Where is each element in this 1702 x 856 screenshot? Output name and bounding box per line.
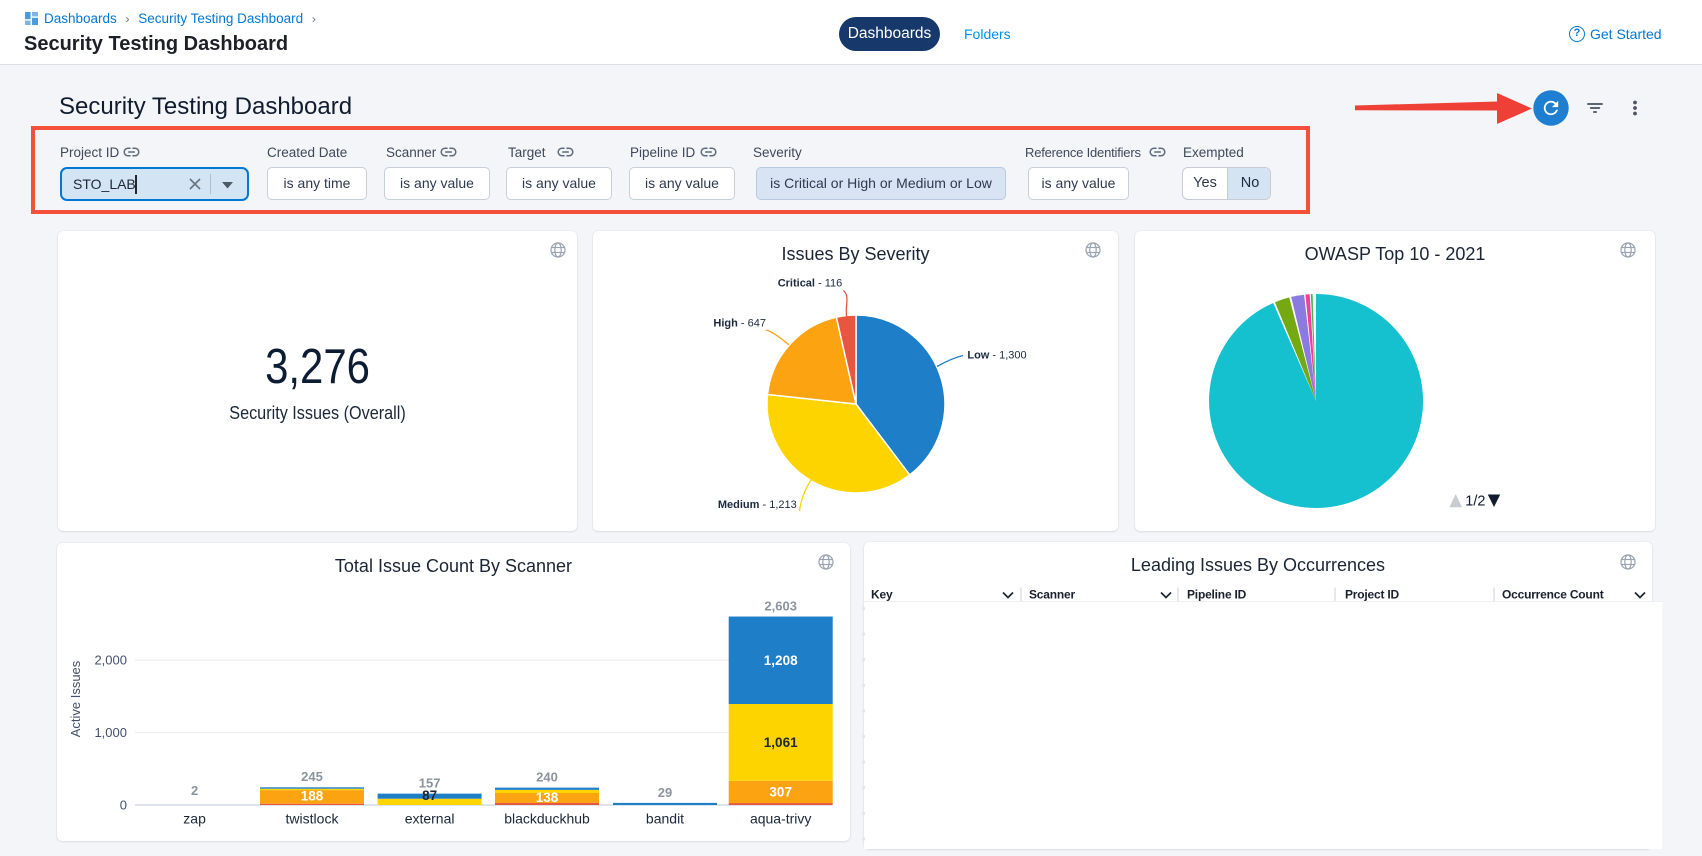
svg-text:1,061: 1,061 — [764, 735, 798, 750]
svg-text:138: 138 — [536, 790, 559, 805]
svg-text:bandit: bandit — [646, 811, 684, 827]
svg-text:240: 240 — [536, 770, 558, 785]
svg-text:1,000: 1,000 — [94, 725, 127, 740]
svg-text:2,603: 2,603 — [764, 599, 797, 614]
svg-text:blackduckhub: blackduckhub — [504, 811, 590, 827]
svg-text:Low - 1,300: Low - 1,300 — [967, 350, 1026, 362]
svg-text:0: 0 — [120, 798, 127, 813]
svg-text:Pipeline ID: Pipeline ID — [1187, 588, 1247, 602]
svg-text:aqua-trivy: aqua-trivy — [750, 811, 811, 827]
svg-text:twistlock: twistlock — [286, 811, 340, 827]
svg-text:Project ID: Project ID — [1345, 588, 1400, 602]
svg-text:High - 647: High - 647 — [713, 318, 766, 330]
svg-text:157: 157 — [419, 776, 441, 791]
svg-text:2,000: 2,000 — [94, 653, 127, 668]
svg-text:1,208: 1,208 — [764, 653, 798, 668]
svg-text:Scanner: Scanner — [1029, 588, 1075, 602]
svg-text:Critical - 116: Critical - 116 — [778, 277, 843, 289]
svg-text:Active Issues: Active Issues — [68, 660, 83, 737]
svg-text:zap: zap — [183, 811, 206, 827]
svg-text:1/2: 1/2 — [1465, 494, 1485, 510]
svg-text:2: 2 — [191, 783, 198, 798]
svg-text:307: 307 — [769, 785, 792, 800]
svg-text:external: external — [405, 811, 455, 827]
svg-text:188: 188 — [301, 789, 324, 804]
svg-text:Medium - 1,213: Medium - 1,213 — [718, 499, 797, 511]
svg-text:87: 87 — [422, 788, 437, 803]
svg-text:29: 29 — [658, 785, 672, 800]
svg-text:Key: Key — [871, 588, 893, 602]
svg-text:245: 245 — [301, 769, 323, 784]
svg-text:Occurrence Count: Occurrence Count — [1502, 588, 1604, 602]
